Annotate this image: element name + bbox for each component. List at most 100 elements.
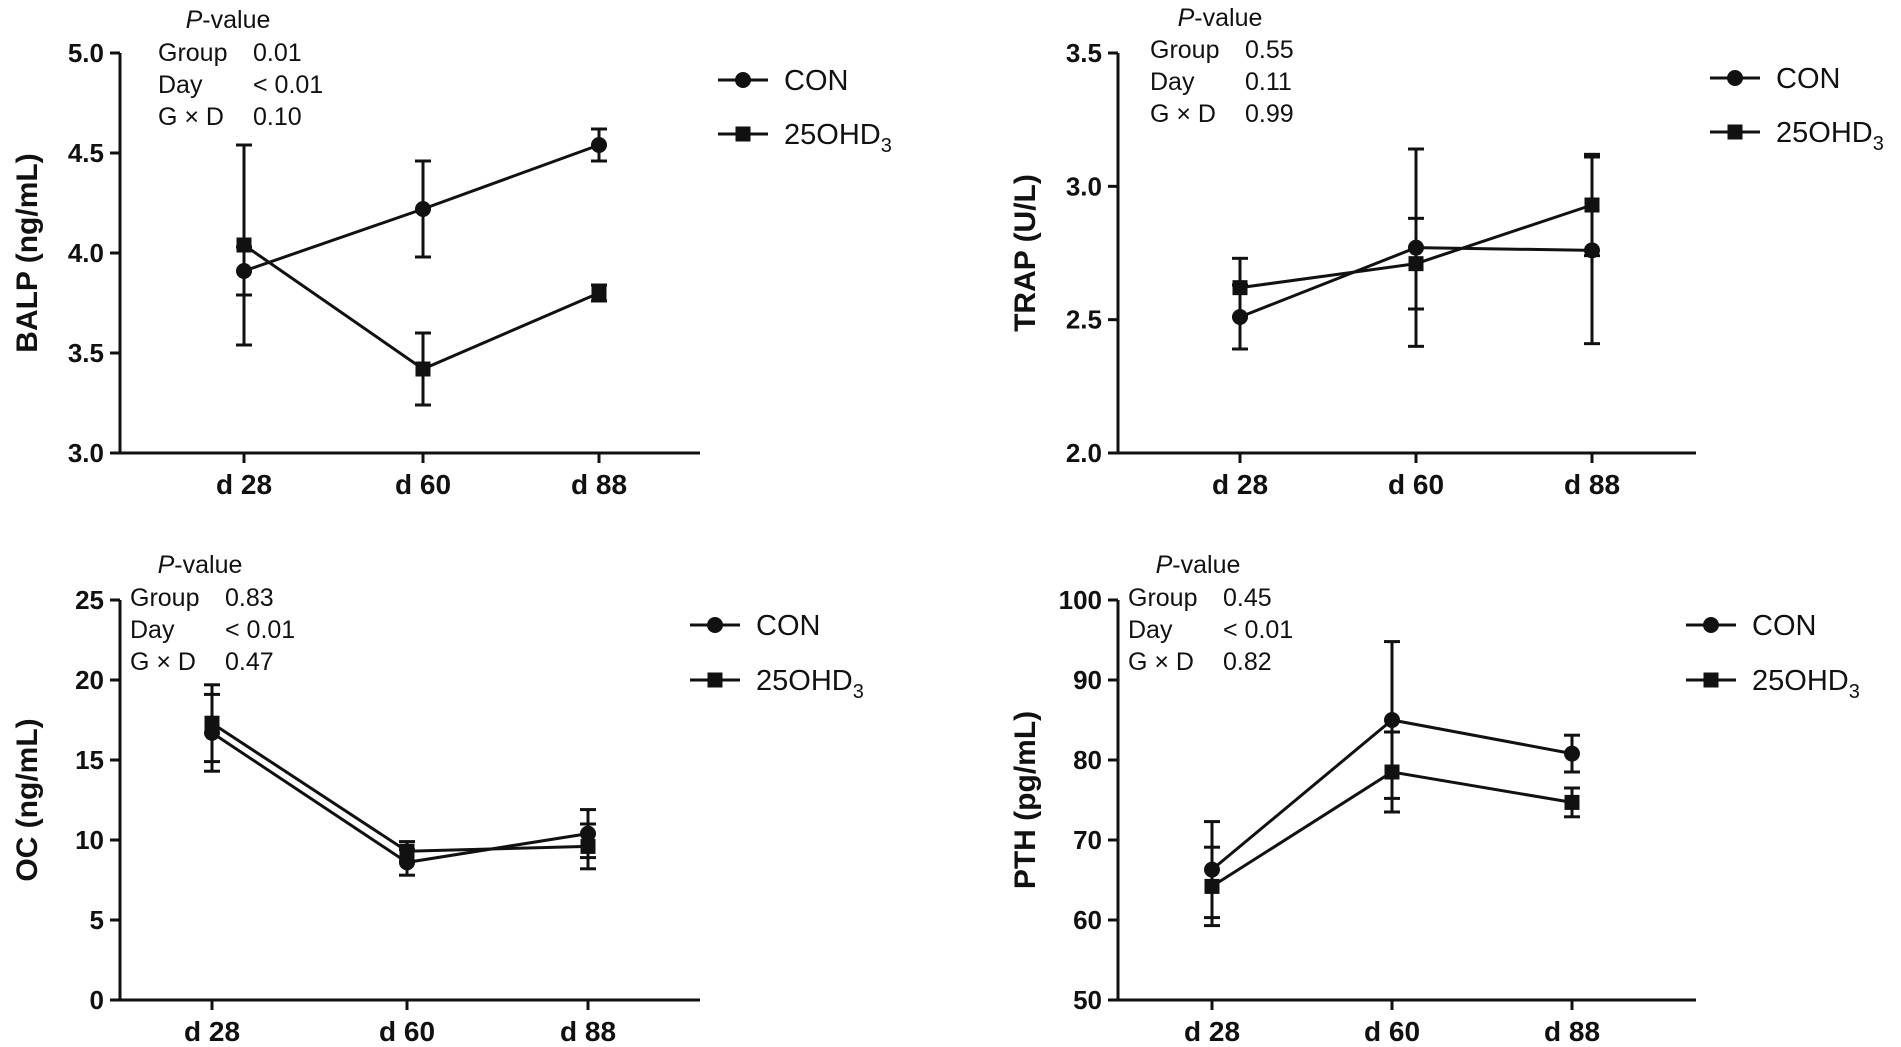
legend-marker-25ohd3	[735, 126, 751, 142]
y-tick-label: 3.5	[68, 338, 104, 368]
stats-row-value: < 0.01	[1223, 616, 1293, 644]
legend-label-25ohd3: 25OHD3	[1752, 665, 1860, 703]
chart-panel-top-left: 3.0 3.5 4.0 4.5 5.0 d 28 d 60 d 88 BALP (ng/mL) P…	[11, 6, 892, 500]
data-point-25ohd3	[1584, 197, 1600, 213]
stats-row-value: 0.83	[225, 584, 274, 612]
x-tick-label: d 88	[560, 1016, 616, 1047]
stats-header: P-value	[1156, 551, 1241, 579]
y-tick-label: 25	[75, 585, 104, 615]
x-tick-label: d 88	[571, 469, 627, 500]
stats-row-label: Group	[130, 584, 199, 612]
x-tick-label: d 28	[184, 1016, 240, 1047]
stats-header: P-value	[158, 551, 243, 579]
stats-row-value: < 0.01	[253, 71, 323, 99]
x-tick-label: d 28	[1184, 1016, 1240, 1047]
x-tick-label: d 60	[1364, 1016, 1420, 1047]
y-tick-label: 3.0	[1066, 171, 1102, 201]
legend-label-con: CON	[784, 65, 848, 97]
chart-panel-bottom-right: 50 60 70 80 90 100 d 28 d 60 d 88 PTH (pg/mL) P-va…	[1009, 551, 1860, 1047]
stats-row-label: Group	[158, 39, 227, 67]
stats-row-label: Group	[1128, 584, 1197, 612]
legend-label-25ohd3: 25OHD3	[784, 119, 892, 157]
x-tick-label: d 88	[1564, 469, 1620, 500]
legend-label-con: CON	[1776, 63, 1840, 95]
x-tick-label: d 88	[1544, 1016, 1600, 1047]
legend: CON 25OHD3	[1686, 610, 1860, 703]
legend-label-25ohd3: 25OHD3	[756, 665, 864, 703]
y-tick-label: 70	[1073, 825, 1102, 855]
stats-row-value: < 0.01	[225, 616, 295, 644]
x-tick-label: d 28	[216, 469, 272, 500]
y-axis-title: BALP (ng/mL)	[11, 153, 44, 352]
y-tick-label: 60	[1073, 905, 1102, 935]
x-tick-label: d 60	[379, 1016, 435, 1047]
data-point-25ohd3	[591, 285, 607, 301]
y-axis-title: TRAP (U/L)	[1009, 174, 1042, 332]
legend-marker-con	[1727, 70, 1743, 86]
stats-header: P-value	[1178, 4, 1263, 32]
stats-row-label: G × D	[1128, 648, 1194, 676]
stats-header-rest: -value	[174, 551, 242, 579]
data-point-25ohd3	[1204, 878, 1220, 894]
chart-panel-top-right: 2.0 2.5 3.0 3.5 d 28 d 60 d 88 TRAP (U/L) P-valu…	[1009, 4, 1884, 500]
y-tick-label: 3.5	[1066, 38, 1102, 68]
legend-label-25ohd3-sub: 3	[881, 135, 892, 157]
y-tick-label: 90	[1073, 665, 1102, 695]
legend-marker-25ohd3	[707, 672, 723, 688]
y-tick-label: 0	[90, 985, 104, 1015]
data-point-25ohd3	[1384, 764, 1400, 780]
stats-header-rest: -value	[1172, 551, 1240, 579]
y-tick-label: 3.0	[68, 438, 104, 468]
legend: CON 25OHD3	[690, 610, 864, 703]
legend-marker-25ohd3	[1727, 124, 1743, 140]
stats-row-label: Day	[1150, 68, 1195, 96]
data-point-con	[1384, 712, 1400, 728]
stats-row-label: Group	[1150, 36, 1219, 64]
stats-row-value: 0.55	[1245, 36, 1294, 64]
legend: CON 25OHD3	[1710, 63, 1884, 155]
y-tick-label: 2.0	[1066, 438, 1102, 468]
data-point-25ohd3	[1232, 280, 1248, 296]
y-tick-label: 80	[1073, 745, 1102, 775]
data-point-con	[415, 201, 431, 217]
legend-label-con: CON	[1752, 610, 1816, 642]
data-point-25ohd3	[580, 838, 596, 854]
stats-row-value: 0.10	[253, 103, 302, 131]
stats-header-italic: P	[186, 6, 203, 34]
stats-row-value: 0.45	[1223, 584, 1272, 612]
y-tick-label: 5.0	[68, 38, 104, 68]
series-line-25ohd3	[211, 721, 589, 853]
legend-marker-con	[1703, 617, 1719, 633]
y-tick-label: 50	[1073, 985, 1102, 1015]
legend-label-con: CON	[756, 610, 820, 642]
legend-marker-25ohd3	[1703, 672, 1719, 688]
x-tick-label: d 28	[1212, 469, 1268, 500]
stats-row-value: 0.99	[1245, 100, 1294, 128]
y-tick-label: 15	[75, 745, 104, 775]
legend-label-25ohd3-sub: 3	[1849, 681, 1860, 703]
legend-label-25ohd3-main: 25OHD	[1776, 117, 1873, 149]
stats-row-label: Day	[158, 71, 203, 99]
y-tick-label: 5	[90, 905, 104, 935]
y-axis-title: PTH (pg/mL)	[1009, 711, 1042, 889]
legend-label-25ohd3-main: 25OHD	[784, 119, 881, 151]
y-axis-title: OC (ng/mL)	[11, 718, 44, 881]
y-tick-label: 4.0	[68, 238, 104, 268]
stats-header-italic: P	[1178, 4, 1195, 32]
data-point-25ohd3	[1564, 794, 1580, 810]
data-point-25ohd3	[415, 361, 431, 377]
data-point-25ohd3	[1408, 256, 1424, 272]
stats-row-label: Day	[1128, 616, 1173, 644]
stats-row-label: G × D	[130, 648, 196, 676]
legend-label-25ohd3-main: 25OHD	[1752, 665, 1849, 697]
stats-header-rest: -value	[202, 6, 270, 34]
stats-row-label: G × D	[158, 103, 224, 131]
y-tick-label: 10	[75, 825, 104, 855]
chart-panel-bottom-left: 0 5 10 15 20 25 d 28 d 60 d 88 OC (ng/mL) P-value G…	[11, 551, 864, 1047]
legend: CON 25OHD3	[718, 65, 892, 157]
legend-marker-con	[707, 617, 723, 633]
stats-header-italic: P	[1156, 551, 1173, 579]
data-point-con	[1564, 745, 1580, 762]
stats-header-italic: P	[158, 551, 175, 579]
